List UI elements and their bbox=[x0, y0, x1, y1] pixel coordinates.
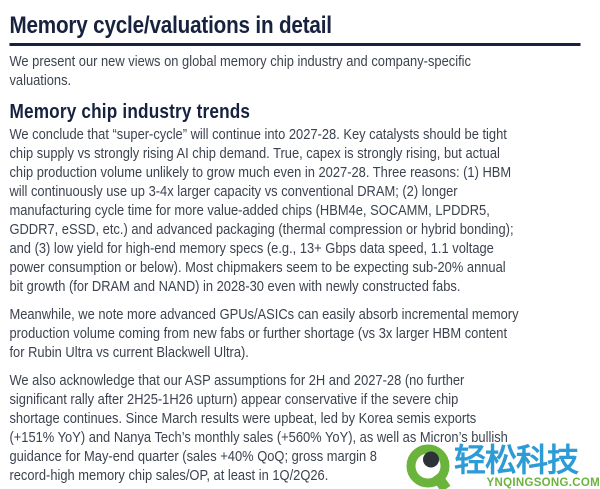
paragraph-industry-trends-3: We also acknowledge that our ASP assumpt… bbox=[9, 372, 508, 484]
watermark-brand-text: 轻松科技 bbox=[454, 441, 579, 479]
section-heading: Memory chip industry trends bbox=[9, 101, 251, 123]
intro-paragraph: We present our new views on global memor… bbox=[9, 53, 471, 89]
page-title: Memory cycle/valuations in detail bbox=[9, 12, 332, 39]
paragraph-industry-trends-1: We conclude that “super-cycle” will cont… bbox=[9, 126, 514, 295]
paragraph-industry-trends-2: Meanwhile, we note more advanced GPUs/AS… bbox=[9, 306, 519, 361]
watermark-domain-text: YNQINGSONG.COM bbox=[486, 477, 600, 489]
watermark-text-block: 轻松科技 YNQINGSONG.COM bbox=[454, 443, 600, 489]
watermark: 轻松科技 YNQINGSONG.COM bbox=[402, 443, 600, 489]
document-content: Memory cycle/valuations in detail We pre… bbox=[0, 12, 600, 485]
title-divider bbox=[9, 43, 581, 46]
q-eye-logo-icon bbox=[402, 444, 454, 489]
